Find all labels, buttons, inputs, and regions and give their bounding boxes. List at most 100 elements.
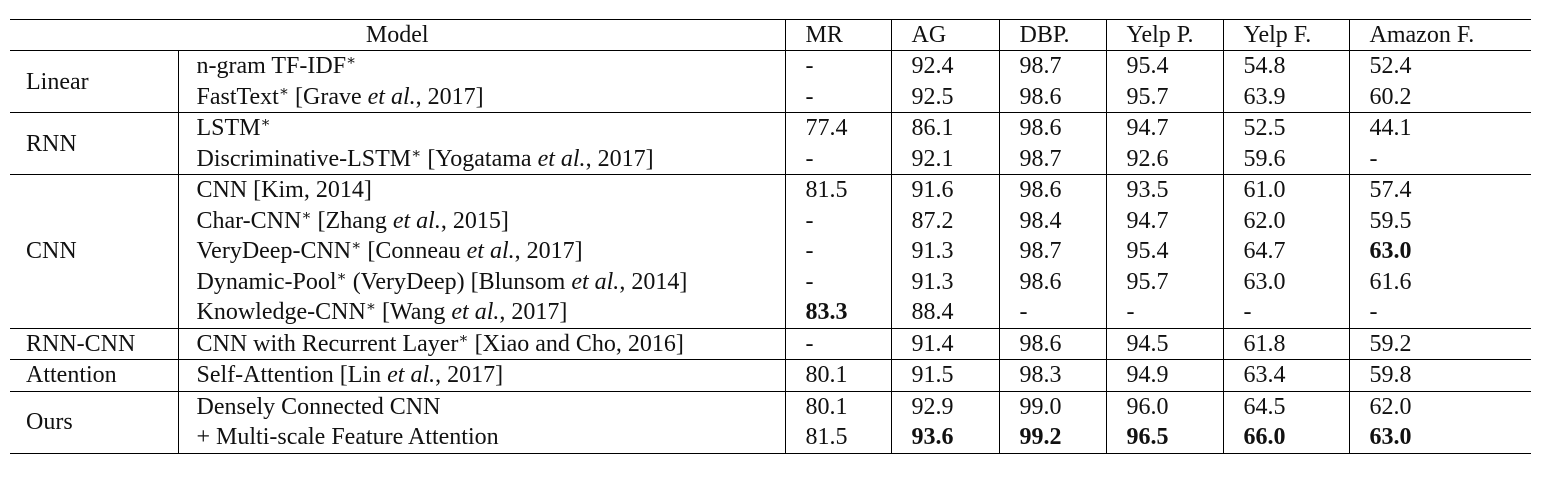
value-yelp-f: 59.6	[1223, 143, 1350, 175]
model-cell: FastText∗ [Grave et al., 2017]	[178, 81, 786, 113]
value-mr: -	[785, 81, 892, 113]
value-ag: 86.1	[891, 112, 1000, 144]
table-row: RNN-CNN CNN with Recurrent Layer∗ [Xiao a…	[10, 328, 1531, 360]
header-model: Model	[10, 19, 786, 51]
model-cell: Densely Connected CNN	[178, 391, 786, 422]
value-amazon-f: 62.0	[1369, 393, 1412, 420]
value-dbp: 98.6	[999, 328, 1107, 360]
value-mr: -	[785, 205, 892, 236]
value-yelp-f: 63.9	[1223, 81, 1350, 113]
value-yelp-p: 94.9	[1106, 359, 1224, 391]
value-mr: -	[785, 50, 892, 82]
header-row: Model MR AG DBP. Yelp P. Yelp F. Amazon …	[10, 19, 1532, 51]
value-amazon-f: 52.4	[1369, 53, 1412, 80]
model-cell: VeryDeep-CNN∗ [Conneau et al., 2017]	[178, 236, 786, 267]
value-yelp-f: 61.0	[1223, 174, 1350, 206]
value-mr: 83.3	[785, 297, 892, 328]
category-cell: RNN	[10, 112, 179, 175]
header-yelp-p: Yelp P.	[1106, 19, 1224, 51]
value-mr: -	[785, 266, 892, 297]
table-row: Char-CNN∗ [Zhang et al., 2015] -87.2 98.4 9…	[10, 205, 1531, 236]
value-amazon-f: 59.5	[1369, 207, 1412, 234]
value-yelp-p: 93.5	[1106, 174, 1224, 206]
value-yelp-p: 96.0	[1106, 391, 1224, 422]
category-cell: CNN	[10, 174, 179, 328]
model-cell: LSTM∗	[178, 112, 786, 144]
category-cell: Linear	[10, 50, 179, 113]
value-ag: 92.9	[891, 391, 1000, 422]
header-dbp: DBP.	[999, 19, 1107, 51]
category-cell: RNN-CNN	[10, 328, 179, 360]
value-dbp: 98.7	[999, 143, 1107, 175]
value-yelp-p: 95.4	[1106, 236, 1224, 267]
value-ag: 91.5	[891, 359, 1000, 391]
table-row: RNN LSTM∗ 77.4 86.1 98.6 94.7 52.5 44.1	[10, 112, 1531, 175]
value-ag: 92.4	[891, 50, 1000, 82]
value-mr: -	[785, 143, 892, 175]
value-yelp-f: 62.0	[1223, 205, 1350, 236]
header-yelp-f: Yelp F.	[1223, 19, 1350, 51]
value-yelp-p: 92.6	[1106, 143, 1224, 175]
value-yelp-f: 63.4	[1223, 359, 1350, 391]
row-group: CNN CNN [Kim, 2014] 81.5 91.6 98.6 93.5 61.0 57…	[10, 174, 1532, 328]
value-amazon-f: 44.1	[1369, 115, 1412, 142]
value-mr: 81.5	[785, 422, 892, 453]
value-yelp-p: -	[1106, 297, 1224, 328]
value-dbp: 98.7	[999, 50, 1107, 82]
value-dbp: -	[999, 297, 1107, 328]
table-row: Knowledge-CNN∗ [Wang et al., 2017] 83.3 88…	[10, 297, 1531, 328]
row-group: RNN LSTM∗ 77.4 86.1 98.6 94.7 52.5 44.1 Discrimi…	[10, 112, 1532, 175]
table-header: Model MR AG DBP. Yelp P. Yelp F. Amazon …	[10, 19, 1532, 51]
category-cell: Ours	[10, 391, 179, 453]
model-cell: CNN [Kim, 2014]	[178, 174, 786, 206]
value-amazon-f: 61.6	[1369, 268, 1412, 295]
row-group: Linear n-gram TF-IDF∗ -92.4 98.7 95.4 54.8 52.…	[10, 50, 1532, 113]
value-mr: 80.1	[785, 359, 892, 391]
value-mr: 81.5	[785, 174, 892, 206]
value-ag: 91.3	[891, 266, 1000, 297]
table-row: VeryDeep-CNN∗ [Conneau et al., 2017] -91.…	[10, 236, 1531, 267]
value-mr: 80.1	[785, 391, 892, 422]
model-cell: Char-CNN∗ [Zhang et al., 2015]	[178, 205, 786, 236]
table-row: Ours Densely Connected CNN 80.1 92.9 99.0 96.…	[10, 391, 1531, 453]
model-cell: + Multi-scale Feature Attention	[178, 422, 786, 453]
value-dbp: 98.6	[999, 266, 1107, 297]
model-cell: Knowledge-CNN∗ [Wang et al., 2017]	[178, 297, 786, 328]
table-row: FastText∗ [Grave et al., 2017] -92.5 98.6 9…	[10, 81, 1531, 113]
table-row: Discriminative-LSTM∗ [Yogatama et al., 2…	[10, 143, 1531, 175]
value-dbp: 98.7	[999, 236, 1107, 267]
value-ag: 92.5	[891, 81, 1000, 113]
value-ag: 87.2	[891, 205, 1000, 236]
value-ag: 91.6	[891, 174, 1000, 206]
value-yelp-p: 95.7	[1106, 266, 1224, 297]
row-group: Attention Self-Attention [Lin et al., 201…	[10, 359, 1532, 391]
value-amazon-f: 63.0	[1369, 424, 1412, 451]
row-group: RNN-CNN CNN with Recurrent Layer∗ [Xiao a…	[10, 328, 1532, 360]
value-dbp: 99.2	[999, 422, 1107, 453]
value-ag: 91.4	[891, 328, 1000, 360]
category-cell: Attention	[10, 359, 179, 391]
value-yelp-p: 94.5	[1106, 328, 1224, 360]
model-cell: CNN with Recurrent Layer∗ [Xiao and Cho,…	[178, 328, 786, 360]
header-amazon-f: Amazon F.	[1369, 22, 1475, 48]
value-yelp-f: -	[1223, 297, 1350, 328]
header-ag: AG	[891, 19, 1000, 51]
row-group: Ours Densely Connected CNN 80.1 92.9 99.0 96.…	[10, 391, 1532, 453]
value-yelp-f: 66.0	[1223, 422, 1350, 453]
value-amazon-f: 57.4	[1369, 177, 1412, 204]
value-amazon-f: 59.8	[1369, 362, 1412, 389]
value-dbp: 99.0	[999, 391, 1107, 422]
table-row: Dynamic-Pool∗ (VeryDeep) [Blunsom et al.…	[10, 266, 1531, 297]
value-yelp-f: 61.8	[1223, 328, 1350, 360]
value-ag: 92.1	[891, 143, 1000, 175]
value-yelp-p: 94.7	[1106, 205, 1224, 236]
value-ag: 93.6	[891, 422, 1000, 453]
value-dbp: 98.6	[999, 81, 1107, 113]
value-ag: 88.4	[891, 297, 1000, 328]
value-yelp-f: 63.0	[1223, 266, 1350, 297]
value-yelp-p: 94.7	[1106, 112, 1224, 144]
value-ag: 91.3	[891, 236, 1000, 267]
value-yelp-f: 64.7	[1223, 236, 1350, 267]
table-row: CNN CNN [Kim, 2014] 81.5 91.6 98.6 93.5 61.0 57…	[10, 174, 1531, 328]
value-amazon-f: 59.2	[1369, 330, 1412, 357]
